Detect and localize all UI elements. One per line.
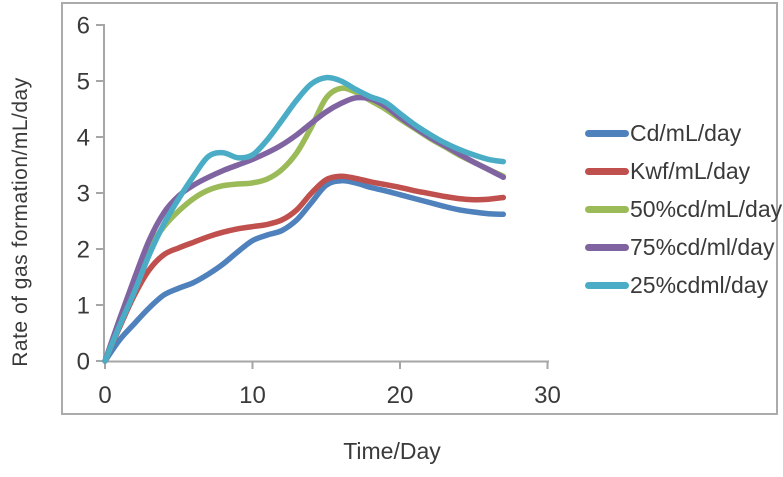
x-axis-title: Time/Day	[343, 438, 441, 464]
y-tick-label: 0	[77, 349, 90, 376]
y-tick-label: 1	[77, 293, 90, 320]
x-tick-label: 10	[239, 382, 266, 409]
legend-item-cd-ml-day: Cd/mL/day	[585, 119, 782, 147]
y-tick-label: 3	[77, 181, 90, 208]
x-tick-label: 30	[534, 382, 561, 409]
legend-item-50-cd-ml-day: 50%cd/mL/day	[585, 195, 782, 223]
legend-swatch	[585, 243, 629, 251]
legend-item-kwf-ml-day: Kwf/mL/day	[585, 157, 782, 185]
legend-swatch	[585, 129, 629, 137]
legend-item-25-cdml-day: 25%cdml/day	[585, 271, 782, 299]
series-line-25-cdml-day	[102, 74, 507, 364]
y-tick-label: 2	[77, 237, 90, 264]
x-tick-label: 20	[387, 382, 414, 409]
legend-label: 25%cdml/day	[630, 271, 769, 298]
legend-swatch	[585, 205, 629, 213]
legend-label: Cd/mL/day	[630, 119, 742, 146]
legend-item-75-cd-ml-day: 75%cd/ml/day	[585, 233, 782, 261]
series-line-kwf-ml-day	[102, 173, 507, 364]
legend-label: 50%cd/mL/day	[630, 195, 783, 222]
y-tick-label: 5	[77, 69, 90, 96]
legend-swatch	[585, 167, 629, 175]
legend: Cd/mL/day Kwf/mL/day 50%cd/mL/day 75%cd/ml/…	[585, 119, 782, 299]
legend-label: 75%cd/ml/day	[630, 233, 775, 260]
series-line-cd-ml-day	[102, 177, 507, 364]
legend-label: Kwf/mL/day	[630, 157, 751, 184]
y-tick-label: 6	[77, 13, 90, 40]
chart-frame	[61, 2, 778, 415]
legend-swatch	[585, 281, 629, 289]
y-tick-label: 4	[77, 125, 90, 152]
x-tick-label: 0	[98, 382, 111, 409]
